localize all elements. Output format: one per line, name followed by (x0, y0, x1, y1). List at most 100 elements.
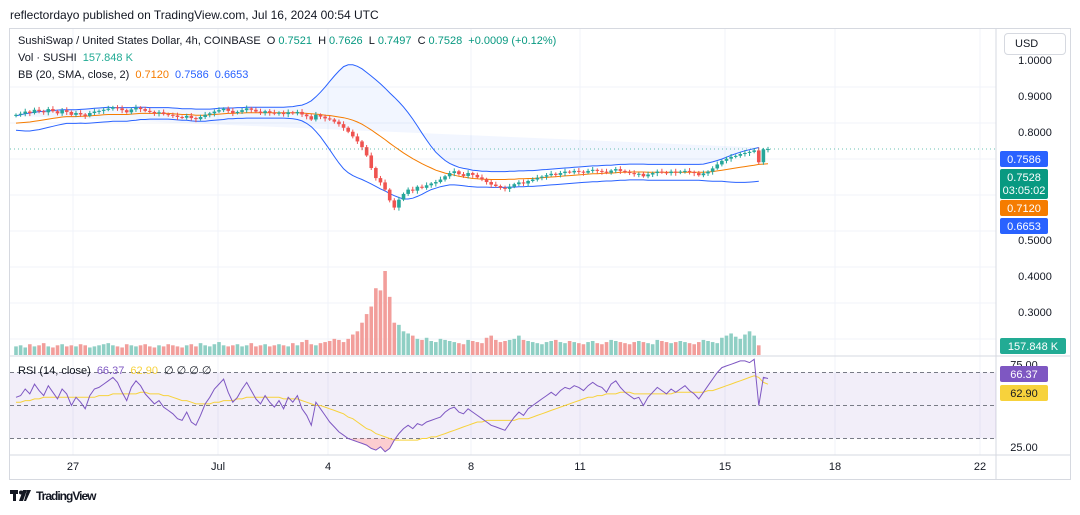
candle-body (401, 193, 406, 200)
candle-body (240, 110, 244, 112)
volume-bar (143, 344, 147, 355)
volume-bar (291, 343, 295, 355)
rsi-label: RSI (14, close) (18, 365, 91, 377)
volume-bar (447, 341, 452, 355)
candle-body (590, 169, 595, 171)
candle-body (217, 110, 221, 112)
candle-body (281, 112, 286, 115)
volume-bar (226, 346, 231, 355)
volume-bar (300, 342, 304, 355)
volume-bar (540, 344, 544, 355)
candle-body (157, 112, 161, 114)
rsi-value-label (1000, 366, 1048, 382)
bb-lower-value: 0.6653 (214, 69, 249, 81)
volume-bar (572, 342, 577, 355)
rsi-line (15, 358, 769, 453)
footer-brand: TradingView (10, 489, 96, 503)
volume-bar (600, 344, 604, 355)
candle-body (526, 180, 530, 184)
volume-bar (480, 343, 484, 355)
volume-bar (720, 337, 724, 355)
volume-bar (650, 344, 655, 355)
candle-body (512, 184, 517, 187)
volume-bar (627, 344, 632, 355)
candle-body (535, 177, 540, 180)
volume-bar (180, 347, 184, 355)
candle-body (756, 150, 761, 163)
volume-bar (618, 342, 623, 355)
candle-body (115, 107, 120, 109)
volume-bar (304, 339, 309, 355)
volume-bar (101, 344, 106, 355)
candle-body (32, 109, 37, 114)
time-tick-label: 4 (325, 461, 331, 473)
candle-body (101, 109, 106, 111)
last-price-label (1000, 169, 1048, 199)
currency-button[interactable]: USD (1004, 33, 1066, 55)
chart-frame (9, 28, 1071, 480)
volume-bar (64, 346, 69, 355)
volume-bar (115, 346, 120, 355)
volume-bar (194, 346, 198, 355)
volume-bar (443, 339, 447, 355)
volume-bar (360, 322, 364, 355)
volume-bar (189, 344, 194, 355)
symbol-legend: SushiSwap / United States Dollar, 4h, CO… (18, 35, 559, 47)
candle-body (595, 169, 600, 171)
candle-body (623, 170, 627, 172)
candle-body (92, 111, 97, 114)
candle-body (267, 111, 272, 113)
candle-body (244, 108, 249, 111)
volume-bar (415, 338, 420, 355)
volume-bar (309, 344, 314, 355)
price-tick-label: 0.3000 (1018, 307, 1052, 319)
candle-body (198, 116, 203, 120)
candle-body (272, 112, 277, 114)
volume-bar (683, 342, 687, 355)
time-tick-label: Jul (211, 461, 225, 473)
candle-body (392, 200, 397, 208)
volume-bar (55, 345, 60, 355)
open-label: O (266, 35, 276, 47)
candle-body (355, 136, 360, 142)
volume-legend: Vol · SUSHI 157.848 K (18, 52, 136, 64)
volume-bar (434, 342, 438, 355)
volume-bar (97, 345, 101, 355)
volume-bar (489, 335, 493, 355)
volume-bar (558, 342, 563, 355)
candle-body (327, 118, 332, 120)
volume-bar (152, 347, 157, 355)
volume-bar (346, 338, 350, 355)
candle-body (480, 177, 484, 180)
candle-body (729, 156, 733, 159)
volume-bar (60, 344, 64, 355)
candle-body (720, 160, 724, 165)
candle-body (701, 173, 706, 176)
volume-bar (696, 342, 701, 355)
candle-body (152, 111, 157, 114)
candle-body (314, 114, 318, 120)
candle-body (577, 170, 581, 172)
time-tick-label: 8 (468, 461, 474, 473)
candle-body (424, 185, 429, 188)
volume-bar (184, 345, 189, 355)
volume-bar (231, 345, 235, 355)
candle-body (641, 173, 646, 177)
candle-body (678, 171, 683, 173)
candle-body (300, 111, 304, 115)
volume-bar (715, 343, 720, 355)
candle-body (120, 108, 124, 111)
volume-bar (124, 344, 129, 355)
bb-fill (16, 64, 759, 172)
rsi-ma-line (16, 375, 769, 441)
volume-bar (14, 346, 18, 355)
volume-bar (637, 341, 641, 355)
candle-body (74, 113, 78, 115)
volume-price-label-text: 157.848 K (1008, 341, 1059, 353)
volume-bar (687, 343, 692, 355)
volume-bar (553, 339, 558, 355)
rsi-legend: RSI (14, close) 66.37 62.90 ∅ ∅ ∅ ∅ (18, 364, 215, 377)
candle-body (143, 109, 147, 111)
candle-body (609, 170, 613, 173)
